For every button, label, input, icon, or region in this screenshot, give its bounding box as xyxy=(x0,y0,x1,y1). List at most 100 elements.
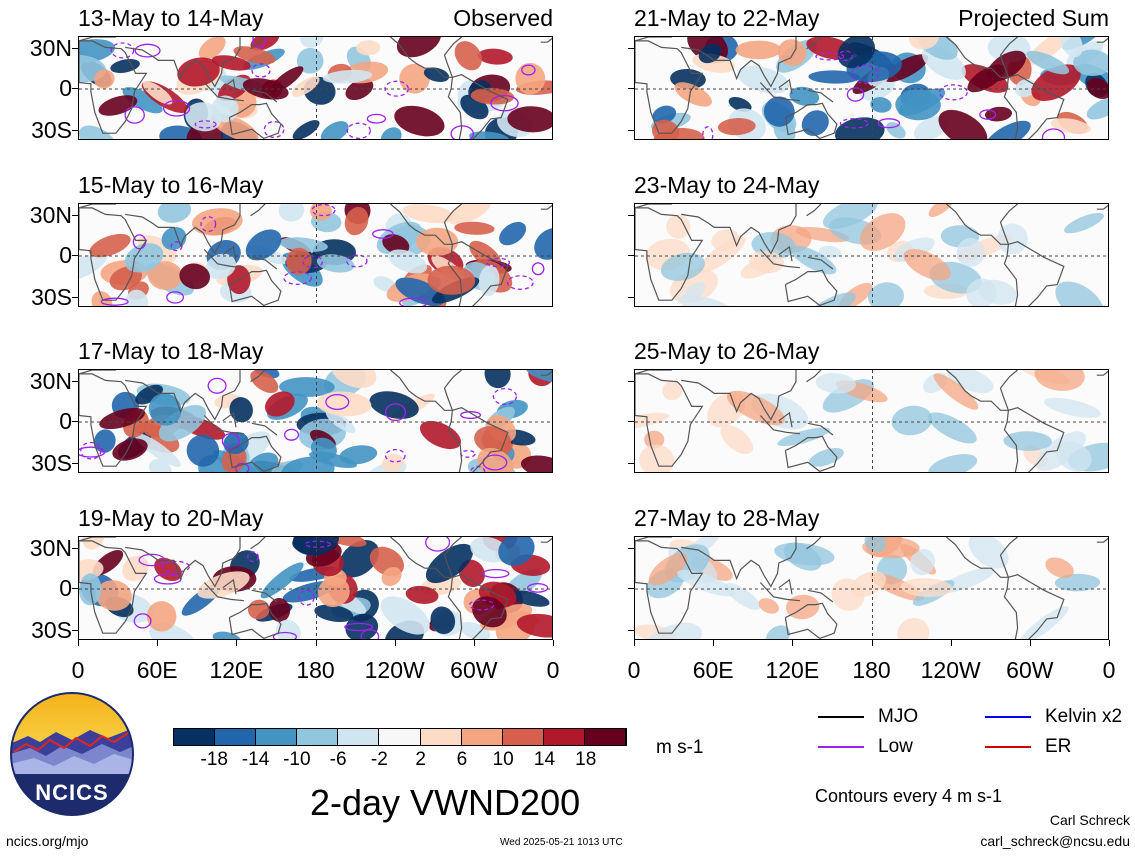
wind-anomaly-blob xyxy=(345,613,379,639)
lon-label: 120W xyxy=(920,657,981,683)
low-contour xyxy=(166,291,185,304)
coastline xyxy=(251,422,278,436)
wind-anomaly-blob xyxy=(763,96,795,127)
lat-label: 30N xyxy=(29,202,72,228)
coastline xyxy=(79,204,116,209)
wind-anomaly-blob xyxy=(394,105,445,137)
lat-label: 30N xyxy=(29,535,72,561)
low-contour xyxy=(531,262,545,276)
wind-anomaly-blob xyxy=(891,405,933,436)
wind-anomaly-blob xyxy=(233,46,276,65)
footer-email: carl_schreck@ncsu.edu xyxy=(980,833,1130,849)
coastline xyxy=(635,370,672,375)
map-panel xyxy=(78,369,553,473)
wind-anomaly-blob xyxy=(369,391,419,419)
wind-anomaly-blob xyxy=(316,391,372,417)
footer-site: ncics.org/mjo xyxy=(6,833,89,849)
lat-tick xyxy=(628,588,634,589)
map-panel xyxy=(78,536,553,640)
panel-title: 19-May to 20-May xyxy=(78,505,264,531)
colorbar-swatch xyxy=(256,729,298,745)
lon-label: 0 xyxy=(627,657,641,683)
wind-anomaly-blob xyxy=(419,420,462,450)
wind-anomaly-blob xyxy=(484,370,511,389)
colorbar-swatch xyxy=(379,729,421,745)
low-contour xyxy=(283,428,300,441)
wind-anomaly-blob xyxy=(510,590,550,607)
low-contour xyxy=(506,275,534,290)
wind-anomaly-blob xyxy=(815,373,857,394)
low-contour xyxy=(235,462,250,472)
colorbar xyxy=(173,728,627,746)
wind-anomaly-blob xyxy=(728,96,752,112)
lon-tick xyxy=(473,640,475,646)
wind-anomaly-blob xyxy=(158,405,207,442)
legend-line xyxy=(985,746,1031,748)
wind-anomaly-blob xyxy=(211,95,239,123)
lon-tick xyxy=(1029,640,1031,646)
wind-anomaly-blob xyxy=(910,549,936,576)
lon-tick xyxy=(553,640,554,646)
wind-anomaly-blob xyxy=(864,537,887,553)
lon-tick xyxy=(157,640,159,646)
wind-anomaly-blob xyxy=(454,41,482,71)
wind-anomaly-blob xyxy=(674,82,712,107)
coastline xyxy=(806,370,822,383)
wind-anomaly-blob xyxy=(1031,64,1081,101)
wind-anomaly-blob xyxy=(198,37,226,60)
wind-anomaly-blob xyxy=(149,459,172,472)
coastline xyxy=(251,89,278,103)
lon-tick xyxy=(394,640,396,646)
wind-anomaly-blob xyxy=(900,578,953,598)
coastline xyxy=(250,537,266,550)
coastline xyxy=(681,204,797,255)
coastline xyxy=(1096,370,1108,376)
lat-tick xyxy=(72,588,78,589)
coastline xyxy=(222,411,237,428)
wind-anomaly-blob xyxy=(928,454,978,472)
lat-tick xyxy=(628,630,634,631)
coastline xyxy=(447,241,509,306)
lat-label: 30N xyxy=(29,368,72,394)
wind-anomaly-blob xyxy=(331,370,377,389)
coastline xyxy=(79,370,116,375)
wind-anomaly-blob xyxy=(146,601,177,632)
lat-tick xyxy=(628,88,634,89)
lat-tick xyxy=(72,215,78,216)
low-contour xyxy=(851,64,879,84)
wind-anomaly-blob xyxy=(405,585,439,604)
coastline xyxy=(946,204,1018,245)
lat-tick xyxy=(72,381,78,382)
lat-label: 30S xyxy=(31,117,72,143)
wind-anomaly-blob xyxy=(639,444,675,472)
wind-anomaly-blob xyxy=(425,543,474,584)
wind-anomaly-blob xyxy=(984,120,1031,139)
wind-anomaly-blob xyxy=(94,69,115,89)
low-contour xyxy=(252,37,267,49)
wind-anomaly-blob xyxy=(968,537,1009,569)
wind-anomaly-blob xyxy=(95,580,132,611)
low-contour xyxy=(194,120,217,129)
wind-anomaly-blob xyxy=(777,39,807,67)
colorbar-label: -18 xyxy=(200,749,228,770)
coastline xyxy=(203,249,244,269)
panel-title: 15-May to 16-May xyxy=(78,172,264,198)
lat-tick xyxy=(72,421,78,422)
low-contour xyxy=(366,113,387,124)
wind-anomaly-blob xyxy=(356,40,381,56)
wind-anomaly-blob xyxy=(938,109,988,139)
wind-anomaly-blob xyxy=(1034,370,1085,391)
wind-anomaly-blob xyxy=(477,447,514,472)
wind-anomaly-blob xyxy=(997,223,1028,255)
lon-label: 120E xyxy=(765,657,820,683)
lat-tick xyxy=(72,630,78,631)
wind-anomaly-blob xyxy=(192,208,243,236)
wind-anomaly-blob xyxy=(89,233,131,258)
wind-anomaly-blob xyxy=(478,264,500,297)
colorbar-label: -10 xyxy=(283,749,311,770)
logo-text: NCICS xyxy=(35,780,109,805)
coastline xyxy=(228,102,282,139)
coastline xyxy=(79,207,148,301)
wind-anomaly-blob xyxy=(984,106,1013,122)
wind-anomaly-blob xyxy=(447,204,492,225)
